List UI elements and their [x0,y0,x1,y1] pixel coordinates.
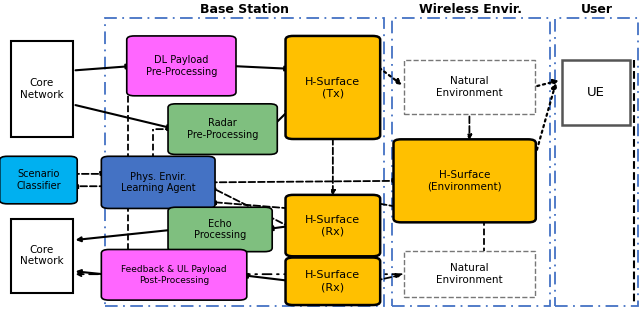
FancyBboxPatch shape [285,258,380,305]
Text: Natural
Environment: Natural Environment [436,263,502,285]
Text: Core
Network: Core Network [20,245,63,266]
Text: User: User [580,3,612,16]
Bar [404,251,534,297]
FancyBboxPatch shape [168,104,277,154]
Bar [104,18,384,306]
Text: Wireless Envir.: Wireless Envir. [419,3,522,16]
FancyBboxPatch shape [394,139,536,222]
Text: Core
Network: Core Network [20,78,63,100]
Bar [10,219,73,293]
Text: H-Surface
(Environment): H-Surface (Environment) [428,170,502,192]
FancyBboxPatch shape [285,36,380,139]
Text: Radar
Pre-Processing: Radar Pre-Processing [187,118,259,140]
FancyBboxPatch shape [101,249,247,300]
Bar [556,18,638,306]
Text: Feedback & UL Payload
Post-Processing: Feedback & UL Payload Post-Processing [121,265,227,284]
Bar [392,18,550,306]
Bar [10,41,73,137]
Text: DL Payload
Pre-Processing: DL Payload Pre-Processing [146,55,217,77]
FancyBboxPatch shape [127,36,236,96]
Text: H-Surface
(Rx): H-Surface (Rx) [305,271,360,292]
FancyBboxPatch shape [168,207,272,252]
Bar [404,60,534,114]
Text: Echo
Processing: Echo Processing [194,219,246,240]
Text: H-Surface
(Rx): H-Surface (Rx) [305,215,360,236]
Text: H-Surface
(Tx): H-Surface (Tx) [305,77,360,98]
Text: Scenario
Classifier: Scenario Classifier [16,169,61,191]
Text: Natural
Environment: Natural Environment [436,76,502,98]
Text: UE: UE [587,86,605,99]
FancyBboxPatch shape [0,156,77,204]
FancyBboxPatch shape [101,156,215,209]
Text: Phys. Envir.
Learning Agent: Phys. Envir. Learning Agent [121,172,195,193]
Bar [562,60,630,124]
Text: Base Station: Base Station [200,3,289,16]
FancyBboxPatch shape [285,195,380,256]
